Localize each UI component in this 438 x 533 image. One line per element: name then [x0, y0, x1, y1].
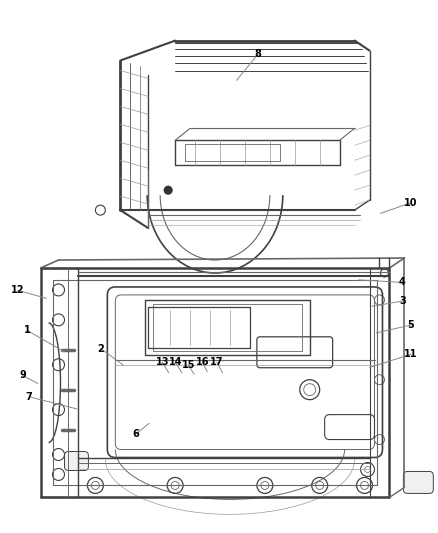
- Text: 16: 16: [196, 357, 209, 367]
- Text: 5: 5: [408, 320, 414, 330]
- Text: 14: 14: [169, 357, 182, 367]
- FancyBboxPatch shape: [64, 451, 88, 471]
- Text: 2: 2: [98, 344, 105, 354]
- Text: 7: 7: [26, 392, 32, 402]
- Text: 6: 6: [133, 429, 139, 439]
- FancyBboxPatch shape: [403, 472, 433, 494]
- Text: 3: 3: [399, 296, 406, 306]
- Text: 4: 4: [399, 278, 406, 287]
- Text: 9: 9: [19, 370, 26, 381]
- Text: 11: 11: [404, 349, 418, 359]
- Text: 1: 1: [24, 325, 30, 335]
- Text: 15: 15: [182, 360, 195, 370]
- Text: 10: 10: [404, 198, 418, 208]
- Circle shape: [164, 186, 172, 194]
- Text: 17: 17: [210, 357, 223, 367]
- Text: 13: 13: [155, 357, 169, 367]
- Text: 12: 12: [11, 286, 25, 295]
- Text: 8: 8: [255, 49, 262, 59]
